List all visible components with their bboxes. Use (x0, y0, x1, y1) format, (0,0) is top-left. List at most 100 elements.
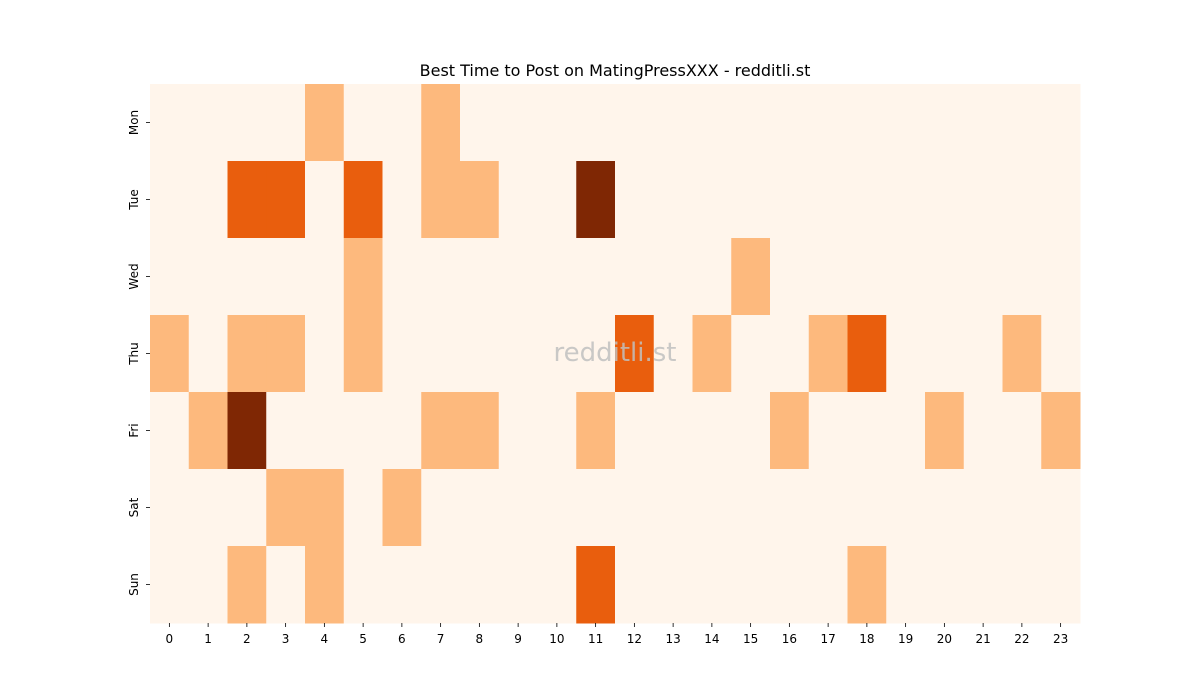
heatmap-cells (150, 84, 1081, 624)
heatmap-cell (460, 238, 500, 316)
heatmap-cell (421, 161, 461, 239)
heatmap-cell (653, 392, 693, 470)
heatmap-cell (382, 161, 422, 239)
heatmap-cell (343, 469, 383, 547)
heatmap-cell (1002, 469, 1042, 547)
chart-title: Best Time to Post on MatingPressXXX - re… (420, 61, 811, 80)
heatmap-cell (343, 161, 383, 239)
heatmap-cell (382, 546, 422, 624)
x-tick-label: 9 (514, 632, 522, 646)
heatmap-cell (498, 315, 538, 393)
heatmap-cell (615, 161, 655, 239)
x-tick-label: 22 (1014, 632, 1029, 646)
heatmap-cell (731, 315, 771, 393)
y-tick-label: Fri (127, 423, 141, 437)
y-tick-label: Tue (127, 189, 141, 211)
heatmap-cell (305, 315, 345, 393)
x-tick-label: 21 (975, 632, 990, 646)
heatmap-cell (925, 315, 965, 393)
heatmap-cell (615, 238, 655, 316)
heatmap-cell (808, 315, 848, 393)
x-tick-label: 14 (704, 632, 719, 646)
heatmap-cell (731, 392, 771, 470)
heatmap-cell (1002, 315, 1042, 393)
heatmap-cell (1041, 469, 1081, 547)
heatmap-cell (886, 392, 926, 470)
heatmap-cell (227, 84, 267, 162)
heatmap-cell (925, 392, 965, 470)
heatmap-cell (382, 392, 422, 470)
heatmap-cell (266, 392, 306, 470)
heatmap-cell (731, 546, 771, 624)
heatmap-cell (188, 238, 228, 316)
heatmap-cell (653, 546, 693, 624)
heatmap-cell (808, 84, 848, 162)
heatmap-cell (421, 84, 461, 162)
heatmap-cell (188, 546, 228, 624)
heatmap-cell (692, 84, 732, 162)
heatmap-cell (421, 469, 461, 547)
heatmap-cell (421, 238, 461, 316)
heatmap-cell (692, 546, 732, 624)
heatmap-cell (576, 315, 616, 393)
heatmap-cell (847, 84, 887, 162)
heatmap-cell (382, 84, 422, 162)
heatmap-cell (808, 469, 848, 547)
heatmap-cell (576, 84, 616, 162)
heatmap-cell (1002, 546, 1042, 624)
heatmap-cell (1041, 315, 1081, 393)
heatmap-cell (886, 161, 926, 239)
heatmap-cell (847, 392, 887, 470)
heatmap-cell (847, 546, 887, 624)
heatmap-cell (692, 161, 732, 239)
heatmap-cell (498, 238, 538, 316)
heatmap-cell (886, 238, 926, 316)
heatmap-cell (770, 315, 810, 393)
x-tick-label: 10 (549, 632, 564, 646)
heatmap-cell (925, 161, 965, 239)
x-tick-label: 19 (898, 632, 913, 646)
heatmap-cell (343, 84, 383, 162)
heatmap-cell (925, 546, 965, 624)
x-tick-label: 4 (321, 632, 329, 646)
watermark: redditli.st (554, 338, 677, 368)
x-tick-label: 17 (820, 632, 835, 646)
heatmap-cell (1041, 161, 1081, 239)
x-tick-label: 23 (1053, 632, 1068, 646)
heatmap-cell (421, 315, 461, 393)
heatmap-cell (498, 84, 538, 162)
heatmap-cell (653, 161, 693, 239)
heatmap-cell (576, 238, 616, 316)
heatmap-cell (537, 392, 577, 470)
y-tick-label: Thu (127, 342, 141, 366)
heatmap-cell (460, 546, 500, 624)
heatmap-cell (537, 238, 577, 316)
heatmap-cell (963, 392, 1003, 470)
heatmap-cell (150, 238, 190, 316)
heatmap-cell (266, 469, 306, 547)
heatmap-cell (150, 315, 190, 393)
heatmap-cell (731, 469, 771, 547)
x-tick-label: 12 (627, 632, 642, 646)
x-axis: 0 1 2 3 4 5 6 7 8 9 10 11 12 13 14 15 16 17 18 19 20 21 22 23 (166, 623, 1068, 646)
heatmap-cell (498, 546, 538, 624)
heatmap-cell (421, 392, 461, 470)
heatmap-cell (498, 392, 538, 470)
heatmap-cell (266, 161, 306, 239)
heatmap-cell (227, 546, 267, 624)
heatmap-cell (576, 161, 616, 239)
heatmap-cell (886, 469, 926, 547)
y-tick-label: Sun (127, 573, 141, 596)
x-tick-label: 6 (398, 632, 406, 646)
heatmap-cell (692, 392, 732, 470)
heatmap-cell (382, 315, 422, 393)
y-tick-label: Sat (127, 497, 141, 517)
heatmap-cell (770, 161, 810, 239)
heatmap-cell (731, 238, 771, 316)
heatmap-cell (963, 238, 1003, 316)
heatmap-cell (305, 546, 345, 624)
x-tick-label: 7 (437, 632, 445, 646)
heatmap-cell (615, 546, 655, 624)
heatmap-cell (498, 469, 538, 547)
